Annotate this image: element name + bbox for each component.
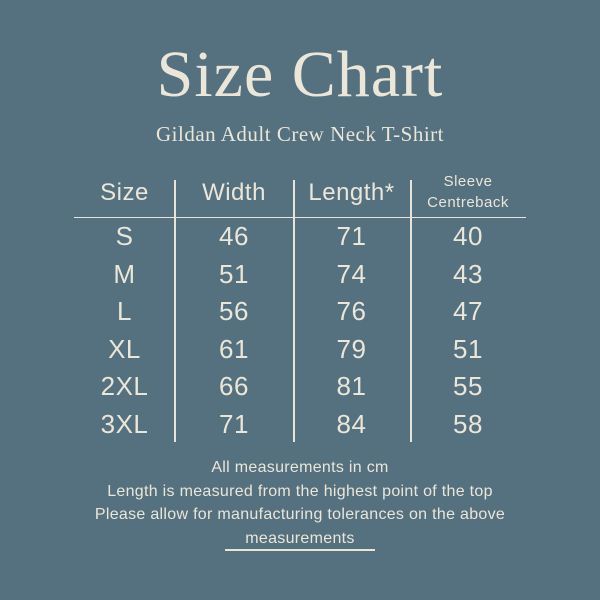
column-divider [174, 180, 176, 442]
length-value: 79 [336, 333, 367, 364]
width-value: 56 [219, 296, 249, 327]
width-value: 61 [219, 333, 249, 364]
column-divider [293, 180, 295, 442]
sleeve-value: 51 [453, 333, 483, 364]
size-label: L [117, 296, 132, 327]
length-value: 71 [336, 221, 367, 252]
sleeve-value: 58 [453, 408, 483, 439]
table-row: M 51 74 43 [74, 256, 526, 294]
column-divider [410, 180, 412, 442]
sleeve-value: 43 [453, 258, 483, 289]
length-value: 84 [336, 408, 367, 439]
length-value: 74 [336, 258, 367, 289]
bottom-divider [225, 549, 375, 551]
size-label: 3XL [100, 408, 149, 439]
table-row: 3XL 71 84 58 [74, 406, 526, 444]
footnotes: All measurements in cm Length is measure… [0, 456, 600, 550]
footnote-tolerances: Please allow for manufacturing tolerance… [94, 506, 506, 547]
table-row: S 46 71 40 [74, 218, 526, 256]
size-table: Size Width Length* Sleeve Centreback S 4… [74, 168, 526, 444]
footnote-length: Length is measured from the highest poin… [107, 482, 493, 500]
column-header-width: Width [202, 178, 266, 206]
size-label: M [113, 258, 136, 289]
length-value: 76 [336, 296, 367, 327]
width-value: 71 [219, 408, 249, 439]
table-header-row: Size Width Length* Sleeve Centreback [74, 168, 526, 218]
page-title: Size Chart [156, 38, 444, 111]
sleeve-value: 55 [453, 371, 483, 402]
table-row: L 56 76 47 [74, 293, 526, 331]
sleeve-value: 47 [453, 296, 483, 327]
width-value: 46 [219, 221, 249, 252]
footnote-units: All measurements in cm [211, 459, 389, 476]
column-header-size: Size [100, 178, 149, 206]
sleeve-value: 40 [453, 221, 483, 252]
size-label: XL [108, 333, 141, 364]
size-label: 2XL [100, 371, 149, 402]
width-value: 66 [219, 371, 249, 402]
size-label: S [115, 221, 134, 252]
width-value: 51 [219, 258, 249, 289]
column-header-length: Length* [308, 178, 395, 206]
page-subtitle: Gildan Adult Crew Neck T-Shirt [156, 122, 444, 146]
length-value: 81 [336, 371, 367, 402]
table-row: 2XL 66 81 55 [74, 368, 526, 406]
table-row: XL 61 79 51 [74, 331, 526, 369]
column-header-sleeve-centreback: Sleeve Centreback [427, 173, 509, 211]
